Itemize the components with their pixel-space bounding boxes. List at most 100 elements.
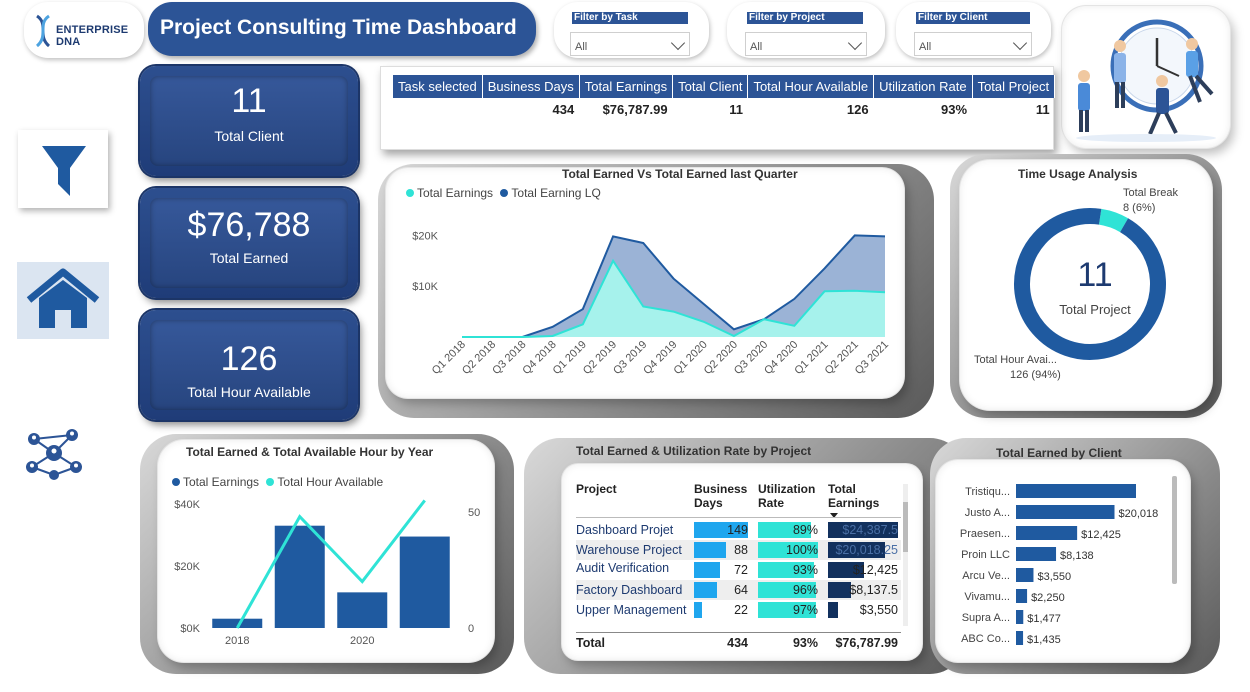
cell-days: 149 [727, 523, 748, 537]
client-bar [1016, 484, 1136, 498]
col-header-rate[interactable]: Utilization Rate [758, 482, 816, 510]
time-usage-card [960, 160, 1212, 410]
y-left-tick-label: $0K [180, 623, 200, 635]
rate-data-bar [758, 542, 818, 558]
client-bar [1016, 526, 1078, 540]
filter-task-dropdown[interactable]: All [570, 32, 690, 56]
summary-header-cell: Task selected [393, 75, 483, 98]
filter-client-dropdown[interactable]: All [914, 32, 1032, 56]
table-row[interactable]: Dashboard Projet 149 89% $24,387.5 [576, 520, 901, 540]
legend-label: Total Earnings [417, 186, 494, 200]
legend-label: Total Hour Available [277, 475, 384, 489]
quarter-chart-legend: Total Earnings Total Earning LQ [406, 186, 601, 200]
client-bar [1016, 631, 1024, 645]
legend-dot [500, 189, 509, 197]
cell-project: Dashboard Projet [576, 523, 674, 537]
header-divider [576, 517, 901, 518]
legend-dot [266, 478, 275, 486]
donut-label-break-value: 8 (6%) [1123, 202, 1156, 214]
client-bar [1016, 505, 1115, 519]
cell-earnings: $24,387.5 [842, 523, 898, 537]
project-table: Project Business Days Utilization Rate T… [576, 480, 908, 656]
client-value-label: $1,477 [1027, 613, 1061, 625]
col-header-earnings[interactable]: Total Earnings [828, 482, 880, 510]
rate-data-bar [758, 562, 814, 578]
bar-total-earnings [212, 618, 263, 628]
client-value-label: $12,425 [1081, 529, 1121, 541]
x-tick-label: 2020 [350, 635, 374, 647]
table-row[interactable]: Warehouse Project 88 100% $20,018.25 [576, 540, 901, 560]
legend-label: Total Earning LQ [511, 186, 601, 200]
nav-filter-button[interactable] [18, 130, 108, 208]
filter-task-label: Filter by Task [572, 12, 688, 24]
table-row[interactable]: Audit Verification 72 93% $12,425 [576, 560, 901, 580]
client-value-label: $2,250 [1031, 592, 1065, 604]
kpi-value: 11 [231, 82, 267, 120]
days-data-bar [694, 602, 702, 618]
col-header-days[interactable]: Business Days [694, 482, 748, 510]
cell-earnings: $3,550 [859, 603, 898, 617]
client-chart-title: Total Earned by Client [996, 446, 1122, 460]
legend-label: Total Earnings [183, 475, 260, 489]
cell-rate: 97% [792, 603, 818, 617]
logo-text: ENTERPRISE DNA [56, 24, 129, 48]
total-rate: 93% [792, 636, 818, 650]
scrollbar-track[interactable] [903, 484, 908, 626]
client-bar [1016, 589, 1028, 603]
kpi-inner [150, 76, 348, 166]
kpi-inner [150, 198, 348, 288]
summary-value-cell: 93% [941, 102, 968, 117]
days-data-bar [694, 522, 748, 538]
nav-home-button[interactable] [17, 262, 109, 339]
time-usage-title: Time Usage Analysis [1018, 167, 1138, 181]
filter-icon [42, 146, 86, 196]
y-right-tick-label: 0 [468, 623, 474, 635]
client-label: Arcu Ve... [962, 570, 1010, 582]
client-label: Praesen... [960, 528, 1010, 540]
days-data-bar [694, 542, 726, 558]
client-value-label: $1,435 [1027, 634, 1061, 646]
donut-slice-total-hour-available [1014, 208, 1166, 360]
page-title: Project Consulting Time Dashboard [148, 2, 536, 56]
legend-dot [406, 189, 414, 197]
line-total-hour-available [235, 499, 426, 629]
cell-project: Warehouse Project [576, 543, 682, 557]
illustration-card [1062, 6, 1230, 148]
earnings-data-bar [828, 542, 886, 558]
y-tick-label: $10K [412, 281, 438, 293]
table-row[interactable]: Upper Management 22 97% $3,550 [576, 600, 901, 620]
year-chart-legend: Total Earnings Total Hour Available [172, 475, 383, 489]
chevron-down-icon [670, 35, 686, 51]
client-bar-chart: Tristiqu... Justo A... $20,018 Praesen... $1… [960, 484, 1158, 646]
total-divider [576, 632, 901, 633]
y-right-tick-label: 50 [468, 507, 480, 519]
filter-project: Filter by Project All [727, 2, 885, 58]
filter-task: Filter by Task All [554, 2, 709, 58]
table-row[interactable]: Factory Dashboard 64 96% $8,137.5 [576, 580, 901, 600]
client-label: Proin LLC [961, 549, 1010, 561]
filter-client-label: Filter by Client [916, 12, 1030, 24]
col-header-project[interactable]: Project [576, 482, 617, 496]
legend-dot [172, 478, 180, 486]
nav-network-button[interactable] [22, 425, 86, 481]
donut-label-hour-value: 126 (94%) [1010, 369, 1061, 381]
sort-desc-icon[interactable] [830, 513, 838, 518]
summary-header-cell: Utilization Rate [873, 75, 973, 98]
cell-earnings: $20,018.25 [835, 543, 898, 557]
kpi-label: Total Client [214, 128, 284, 144]
filter-project-dropdown[interactable]: All [745, 32, 867, 56]
client-scrollbar[interactable] [1172, 476, 1177, 584]
cell-rate: 96% [792, 583, 818, 597]
y-tick-label: $20K [412, 230, 438, 242]
client-label: Supra A... [962, 612, 1010, 624]
days-data-bar [694, 582, 718, 598]
summary-table-card: Task selected Business Days Total Earnings… [380, 66, 1056, 150]
summary-value-cell: 11 [1035, 102, 1050, 117]
earnings-data-bar [828, 602, 839, 618]
client-bar [1016, 610, 1024, 624]
scrollbar-thumb[interactable] [903, 502, 908, 552]
kpi-total-hour: 126 Total Hour Available [140, 310, 358, 420]
home-icon [26, 268, 100, 328]
kpi-total-earned: $76,788 Total Earned [140, 188, 358, 298]
